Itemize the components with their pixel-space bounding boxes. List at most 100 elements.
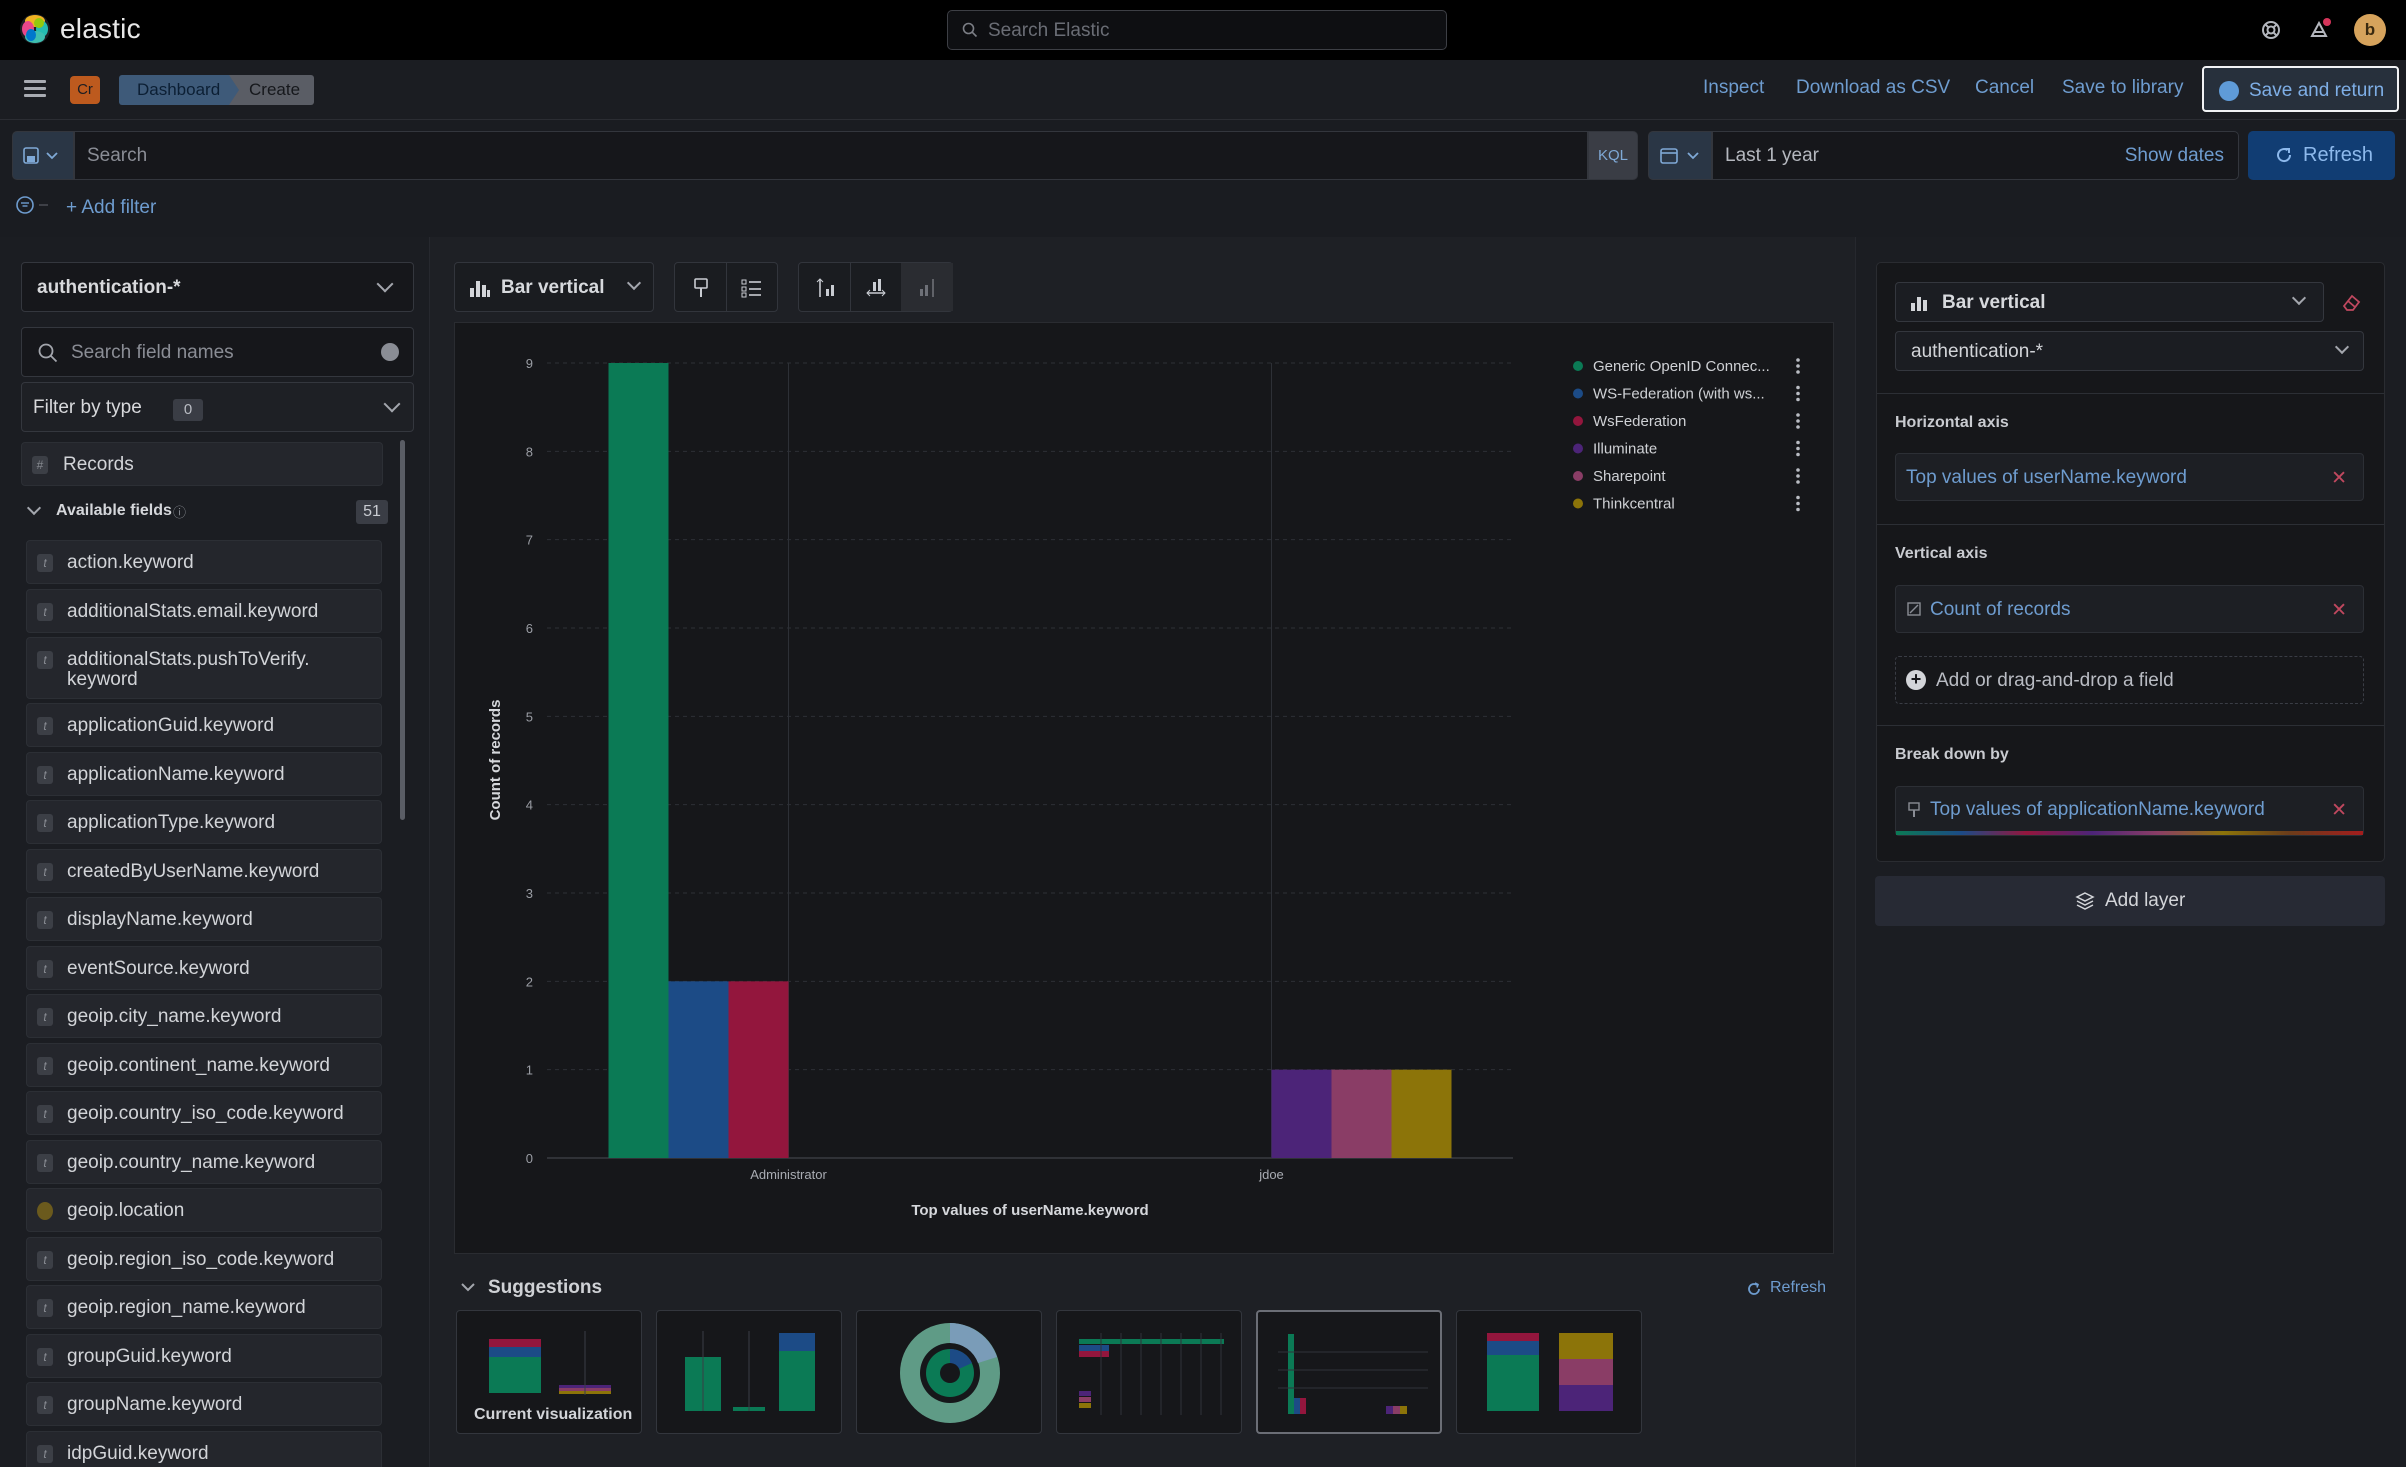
filter-by-type-button[interactable]: Filter by type 0 — [21, 382, 414, 432]
field-item[interactable]: t action.keyword — [26, 540, 382, 584]
field-search-input[interactable]: Search field names — [21, 327, 414, 377]
y-tick-label: 9 — [526, 356, 533, 371]
suggestions-title[interactable]: Suggestions — [488, 1277, 603, 1298]
chevron-down-icon — [2291, 290, 2307, 306]
field-item[interactable]: t geoip.continent_name.keyword — [26, 1042, 382, 1087]
remove-dimension-icon[interactable]: ✕ — [2331, 600, 2347, 621]
legend-icon[interactable] — [741, 278, 763, 298]
field-item[interactable]: t createdByUserName.keyword — [26, 848, 382, 893]
horizontal-axis-dimension[interactable]: Top values of userName.keyword ✕ — [1895, 453, 2364, 501]
chart-panel: 0 1 2 3 4 5 6 7 8 9 Administrator jdoe Top values of… — [454, 322, 1834, 1254]
chevron-down-icon — [626, 275, 642, 291]
field-item[interactable]: t groupGuid.keyword — [26, 1333, 382, 1378]
records-field[interactable]: # Records — [21, 442, 383, 486]
remove-dimension-icon[interactable]: ✕ — [2331, 468, 2347, 489]
menu-toggle-icon[interactable] — [24, 80, 46, 98]
inspect-link[interactable]: Inspect — [1703, 77, 1765, 98]
available-fields-header[interactable]: Available fields ⓘ 51 — [25, 500, 395, 526]
field-item[interactable]: t geoip.country_name.keyword — [26, 1139, 382, 1184]
text-field-icon: t — [37, 765, 53, 784]
field-name: applicationType.keyword — [67, 812, 276, 833]
field-item[interactable]: t geoip.region_name.keyword — [26, 1285, 382, 1329]
cancel-link[interactable]: Cancel — [1975, 77, 2035, 98]
layer-chart-type-select[interactable]: Bar vertical — [1895, 282, 2324, 322]
left-axis-icon[interactable] — [815, 277, 837, 299]
vertical-axis-dimension[interactable]: Count of records ✕ — [1895, 585, 2364, 633]
elastic-logo-icon[interactable] — [19, 13, 51, 45]
x-axis-title: Top values of userName.keyword — [911, 1202, 1148, 1219]
field-list-scrollbar[interactable] — [400, 440, 405, 820]
current-visualization-label: Current visualization — [474, 1406, 633, 1423]
vertical-axis-title: Vertical axis — [1895, 545, 1988, 562]
text-field-icon: t — [37, 1153, 53, 1172]
bottom-axis-icon[interactable] — [865, 277, 887, 299]
search-icon — [962, 22, 978, 38]
suggestion-thumbnail — [489, 1331, 611, 1395]
clear-search-icon[interactable] — [381, 343, 399, 361]
date-range-picker[interactable]: Last 1 year Show dates — [1712, 131, 2239, 180]
field-item[interactable]: t displayName.keyword — [26, 897, 382, 941]
field-item[interactable]: t geoip.region_iso_code.keyword — [26, 1236, 382, 1281]
layers-icon — [2075, 892, 2095, 910]
breadcrumb-dashboard[interactable]: Dashboard — [119, 75, 240, 105]
field-item[interactable]: t geoip.country_iso_code.keyword — [26, 1091, 382, 1135]
save-and-return-button[interactable]: Save and return — [2202, 66, 2399, 112]
help-icon[interactable] — [2255, 14, 2287, 46]
horizontal-axis-title: Horizontal axis — [1895, 414, 2009, 431]
data-view-picker[interactable]: authentication-* — [21, 262, 414, 312]
legend-action-dot — [1796, 480, 1800, 484]
global-search-input[interactable]: Search Elastic — [947, 10, 1447, 50]
download-csv-link[interactable]: Download as CSV — [1796, 77, 1951, 98]
suggestion-stacked-bar[interactable] — [656, 1310, 842, 1434]
refresh-button[interactable]: Refresh — [2248, 131, 2395, 180]
remove-dimension-icon[interactable]: ✕ — [2331, 800, 2347, 821]
query-language-toggle[interactable]: KQL — [1588, 131, 1638, 180]
legend-action-dot — [1796, 452, 1800, 457]
axis-options-group — [798, 262, 953, 312]
chart-type-switcher[interactable]: Bar vertical — [454, 262, 654, 312]
y-tick-label: 3 — [526, 886, 533, 901]
suggestion-donut[interactable] — [856, 1310, 1042, 1434]
suggestion-current[interactable]: Current visualization — [456, 1310, 642, 1434]
add-field-dropzone[interactable]: + Add or drag-and-drop a field — [1895, 656, 2364, 704]
chevron-down-icon — [26, 500, 42, 516]
field-item[interactable]: t applicationGuid.keyword — [26, 703, 382, 747]
save-to-library-link[interactable]: Save to library — [2062, 77, 2184, 98]
suggestion-treemap[interactable] — [1456, 1310, 1642, 1434]
paint-brush-icon[interactable] — [691, 277, 711, 299]
field-item[interactable]: t additionalStats.pushToVerify. keyword — [26, 637, 382, 699]
filter-menu-icon[interactable] — [15, 195, 51, 215]
eraser-icon[interactable] — [2340, 290, 2364, 314]
legend-item-label: Thinkcentral — [1593, 496, 1675, 513]
bar-sharepoint — [1331, 1069, 1392, 1158]
show-dates-link[interactable]: Show dates — [2124, 145, 2224, 166]
space-avatar[interactable]: Cr — [70, 76, 100, 104]
field-item[interactable]: geoip.location — [26, 1188, 382, 1232]
bar-chart[interactable]: 0 1 2 3 4 5 6 7 8 9 Administrator jdoe Top values of… — [455, 323, 1835, 1255]
saved-query-menu-button[interactable] — [12, 131, 74, 180]
chevron-down-icon[interactable] — [460, 1281, 476, 1295]
bar-wsfederation — [728, 981, 789, 1158]
field-item[interactable]: t geoip.city_name.keyword — [26, 994, 382, 1038]
field-item[interactable]: t idpGuid.keyword — [26, 1430, 382, 1467]
news-feed-icon[interactable] — [2303, 14, 2335, 46]
field-name: geoip.country_iso_code.keyword — [67, 1103, 344, 1124]
layer-data-view-select[interactable]: authentication-* — [1895, 331, 2364, 371]
suggestion-grouped-bar[interactable] — [1256, 1310, 1442, 1434]
suggestions-refresh-link[interactable]: Refresh — [1770, 1279, 1827, 1296]
add-layer-button[interactable]: Add layer — [1875, 876, 2385, 926]
right-axis-icon[interactable] — [916, 277, 938, 299]
field-item[interactable]: t groupName.keyword — [26, 1382, 382, 1426]
breakdown-dimension[interactable]: Top values of applicationName.keyword ✕ — [1895, 786, 2364, 836]
field-item[interactable]: t additionalStats.email.keyword — [26, 588, 382, 633]
field-item[interactable]: t applicationType.keyword — [26, 800, 382, 844]
suggestion-horizontal-bar[interactable] — [1056, 1310, 1242, 1434]
text-field-icon: t — [37, 717, 53, 735]
refresh-icon[interactable] — [1746, 1281, 1762, 1297]
add-filter-link[interactable]: + Add filter — [66, 197, 157, 218]
user-avatar[interactable]: b — [2354, 14, 2386, 46]
field-item[interactable]: t eventSource.keyword — [26, 945, 382, 990]
field-item[interactable]: t applicationName.keyword — [26, 751, 382, 796]
query-search-input[interactable]: Search — [74, 131, 1588, 180]
date-quick-menu-button[interactable] — [1648, 131, 1712, 180]
